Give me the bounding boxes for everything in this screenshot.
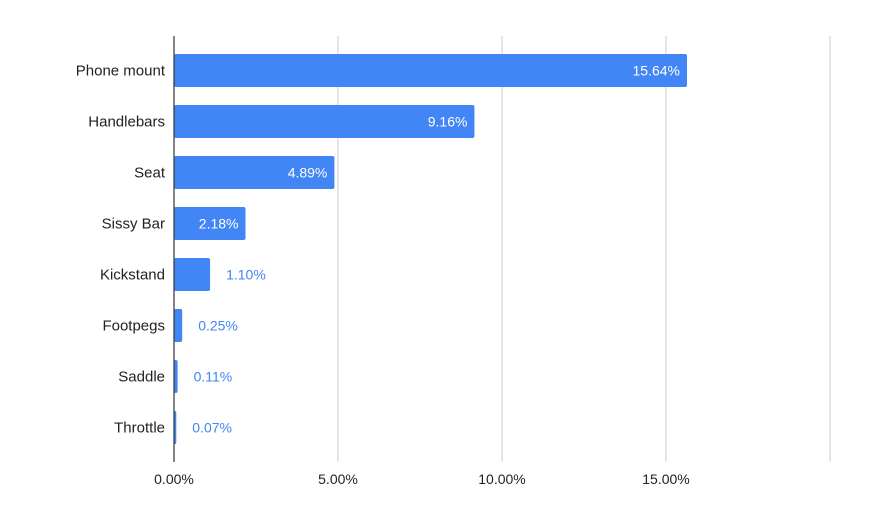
data-label-4: 1.10% (226, 267, 266, 283)
category-label-6: Saddle (118, 369, 165, 386)
gridlines (337, 36, 831, 462)
data-label-6: 0.11% (194, 369, 233, 385)
bar-3 (174, 207, 246, 240)
x-tick-label-2: 10.00% (478, 471, 525, 487)
x-tick-label-3: 15.00% (642, 471, 689, 487)
data-label-1: 9.16% (428, 114, 468, 130)
category-label-4: Kickstand (100, 267, 165, 284)
x-tick-label-0: 0.00% (154, 471, 194, 487)
bars (174, 54, 687, 444)
category-label-3: Sissy Bar (102, 216, 165, 233)
data-label-7: 0.07% (192, 420, 232, 436)
data-label-5: 0.25% (198, 318, 238, 334)
labels: 0.00% 5.00% 10.00% 15.00% Phone mount 15.64% H… (76, 63, 690, 488)
bar-6 (174, 360, 178, 393)
category-label-1: Handlebars (88, 114, 165, 131)
data-label-2: 4.89% (288, 165, 328, 181)
bar-1 (174, 105, 475, 138)
category-label-2: Seat (134, 165, 166, 182)
data-label-3: 2.18% (199, 216, 239, 232)
bar-4 (174, 258, 211, 291)
bar-5 (174, 309, 183, 342)
category-label-7: Throttle (114, 420, 165, 437)
category-label-0: Phone mount (76, 63, 166, 80)
bar-2 (174, 156, 335, 189)
x-tick-label-1: 5.00% (318, 471, 358, 487)
bar-0 (174, 54, 687, 87)
category-label-5: Footpegs (102, 318, 165, 335)
data-label-0: 15.64% (633, 63, 680, 79)
